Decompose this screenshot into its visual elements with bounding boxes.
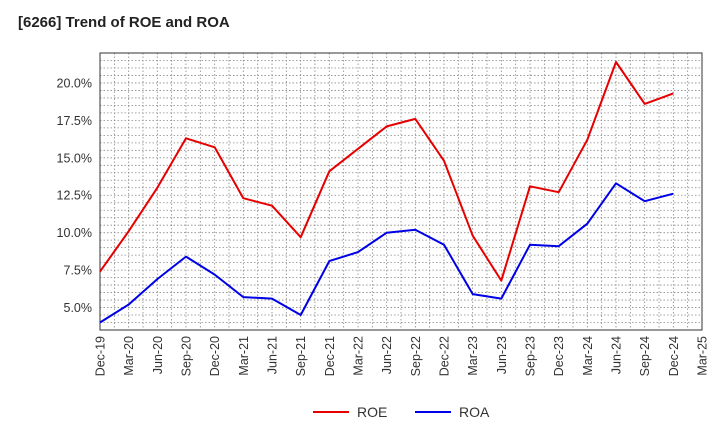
y-tick-label: 10.0%	[57, 226, 92, 240]
x-tick-label: Dec-19	[94, 336, 108, 376]
legend-label-roe: ROE	[357, 404, 388, 420]
x-tick-label: Dec-20	[208, 336, 222, 376]
x-tick-label: Sep-23	[524, 336, 538, 376]
x-tick-label: Dec-24	[667, 336, 681, 376]
x-tick-label: Sep-20	[180, 336, 194, 376]
series-line-roe	[99, 61, 674, 282]
x-tick-label: Mar-25	[696, 336, 710, 376]
legend-line-roa	[415, 411, 451, 413]
y-tick-label: 20.0%	[57, 76, 92, 90]
x-tick-label: Dec-21	[323, 336, 337, 376]
legend: ROE ROA	[0, 404, 720, 426]
x-tick-label: Sep-22	[409, 336, 423, 376]
series-line-roa	[99, 182, 674, 324]
plot-border	[99, 52, 703, 331]
legend-item-roa: ROA	[415, 404, 489, 420]
x-tick-label: Jun-24	[610, 336, 624, 374]
x-tick-label: Sep-24	[638, 336, 652, 376]
y-tick-label: 12.5%	[57, 189, 92, 203]
x-tick-label: Dec-23	[552, 336, 566, 376]
x-tick-label: Mar-22	[352, 336, 366, 376]
x-tick-label: Jun-21	[266, 336, 280, 374]
legend-label-roa: ROA	[459, 404, 490, 420]
legend-item-roe: ROE	[313, 404, 387, 420]
y-tick-label: 7.5%	[64, 264, 93, 278]
x-tick-label: Jun-22	[380, 336, 394, 374]
x-tick-label: Mar-21	[237, 336, 251, 376]
y-tick-label: 15.0%	[57, 151, 92, 165]
x-tick-label: Jun-23	[495, 336, 509, 374]
legend-line-roe	[313, 411, 349, 413]
x-tick-label: Mar-20	[122, 336, 136, 376]
x-tick-label: Sep-21	[294, 336, 308, 376]
x-tick-label: Jun-20	[151, 336, 165, 374]
y-tick-label: 17.5%	[57, 114, 92, 128]
x-tick-label: Mar-23	[466, 336, 480, 376]
x-tick-label: Mar-24	[581, 336, 595, 376]
chart-title: [6266] Trend of ROE and ROA	[18, 14, 230, 31]
y-tick-label: 5.0%	[64, 301, 93, 315]
x-tick-label: Dec-22	[438, 336, 452, 376]
